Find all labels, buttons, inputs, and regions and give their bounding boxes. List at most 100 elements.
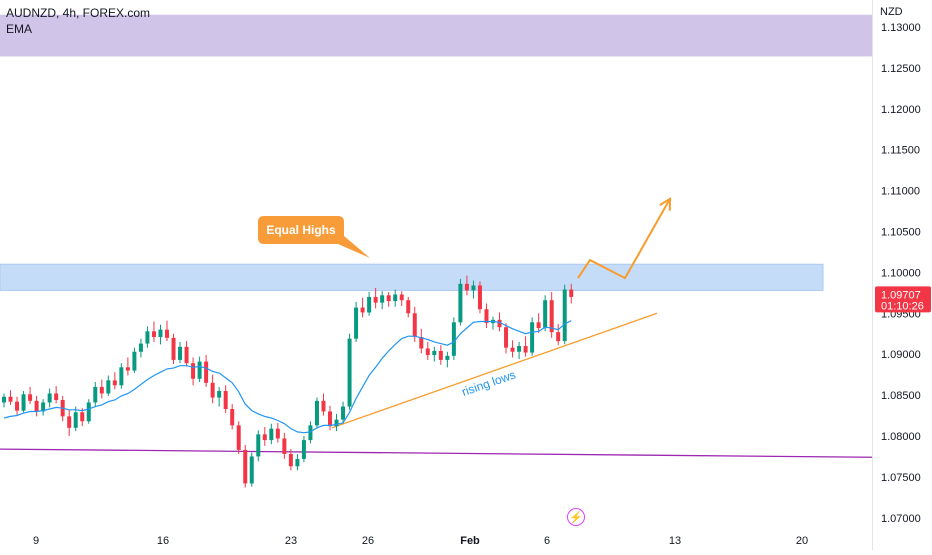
candle-body xyxy=(230,409,235,426)
candle-body xyxy=(523,346,528,353)
candle-body xyxy=(184,346,189,364)
candle xyxy=(517,341,522,360)
candle xyxy=(484,303,489,329)
candle-body xyxy=(464,283,469,291)
candle xyxy=(210,374,215,404)
candle-body xyxy=(80,412,85,422)
candle-body xyxy=(497,319,502,328)
price-tick-label: 1.08000 xyxy=(881,431,921,443)
price-tick-label: 1.10500 xyxy=(881,227,921,239)
candle-body xyxy=(510,347,515,352)
candle xyxy=(347,333,352,410)
candle-body xyxy=(15,401,20,411)
candle xyxy=(530,317,535,356)
lightning-icon[interactable]: ⚡ xyxy=(567,508,585,526)
time-tick-label: 9 xyxy=(33,535,39,547)
candle-body xyxy=(393,294,398,302)
candle-body xyxy=(262,434,267,441)
candle-body xyxy=(171,337,176,360)
horizontal-level-line xyxy=(0,448,873,458)
candle xyxy=(471,280,476,299)
candle-body xyxy=(347,338,352,407)
ema-line xyxy=(3,320,572,434)
price-axis[interactable]: 1.13000 1.12500 1.12000 1.11500 1.11000 1.105… xyxy=(872,0,932,550)
candle-body xyxy=(73,412,78,428)
candle xyxy=(458,278,463,326)
candle-body xyxy=(47,393,52,403)
candle xyxy=(314,397,319,429)
price-tick-label: 1.07000 xyxy=(881,513,921,525)
candle-body xyxy=(125,367,130,371)
candle xyxy=(282,432,287,459)
candle-body xyxy=(484,309,489,324)
candle xyxy=(321,393,326,416)
candle-body xyxy=(295,458,300,467)
last-price-tag xyxy=(875,286,931,313)
candle-body xyxy=(334,419,339,427)
candle-body xyxy=(236,425,241,450)
candle-body xyxy=(569,289,574,297)
candle xyxy=(399,291,404,306)
price-tick-label: 1.07500 xyxy=(881,472,921,484)
candle-body xyxy=(328,411,332,427)
candle-body xyxy=(210,382,215,398)
candle xyxy=(184,341,189,367)
time-tick-label: 20 xyxy=(796,535,808,547)
candle-body xyxy=(308,425,313,441)
price-tick-label: 1.12500 xyxy=(881,63,921,75)
candle-body xyxy=(197,361,202,379)
candle xyxy=(191,357,196,386)
candle-body xyxy=(41,402,46,412)
candle-body xyxy=(341,406,346,420)
candle xyxy=(445,351,450,368)
candle-body xyxy=(419,337,424,349)
equal-highs-label: Equal Highs xyxy=(266,223,336,237)
candle xyxy=(562,284,567,345)
projection-arrowhead xyxy=(659,196,672,211)
candle xyxy=(288,449,293,471)
candle-body xyxy=(386,295,391,302)
candle xyxy=(438,345,443,365)
candle-body xyxy=(86,402,91,422)
candle xyxy=(112,372,117,390)
candle-body xyxy=(145,331,150,344)
candle-body xyxy=(360,307,365,313)
candle xyxy=(99,379,104,399)
time-axis[interactable]: 9 16 23 26 Feb 6 13 20 xyxy=(0,530,872,550)
candle xyxy=(67,409,72,436)
candle-body xyxy=(380,295,385,303)
candle xyxy=(2,393,6,408)
currency-label: NZD xyxy=(880,6,903,18)
candle xyxy=(301,436,306,463)
candle-body xyxy=(256,434,261,457)
candle xyxy=(569,283,574,304)
candle-body xyxy=(438,350,443,360)
candle xyxy=(373,287,378,309)
candle xyxy=(556,323,561,346)
candle-body xyxy=(119,367,124,386)
symbol-title[interactable]: AUDNZD, 4h, FOREX.com xyxy=(6,6,151,20)
candle xyxy=(15,396,20,415)
price-tick-label: 1.11500 xyxy=(881,145,920,157)
candle xyxy=(523,336,528,357)
time-tick-label: 13 xyxy=(669,535,681,547)
candle xyxy=(425,341,430,360)
candle xyxy=(197,356,202,383)
candle xyxy=(354,301,359,342)
candle-body xyxy=(191,363,196,379)
indicator-label[interactable]: EMA xyxy=(6,22,33,36)
candle xyxy=(360,297,365,318)
candle xyxy=(138,338,143,358)
candle xyxy=(86,399,91,424)
chart-legend: AUDNZD, 4h, FOREX.com EMA xyxy=(6,6,150,36)
projection-path xyxy=(577,198,671,280)
candle-body xyxy=(151,331,156,338)
candle xyxy=(295,453,300,471)
time-tick-label: 6 xyxy=(544,535,550,547)
price-tick-label: 1.11000 xyxy=(881,186,920,198)
candle-body xyxy=(301,440,306,459)
candle xyxy=(269,423,274,445)
